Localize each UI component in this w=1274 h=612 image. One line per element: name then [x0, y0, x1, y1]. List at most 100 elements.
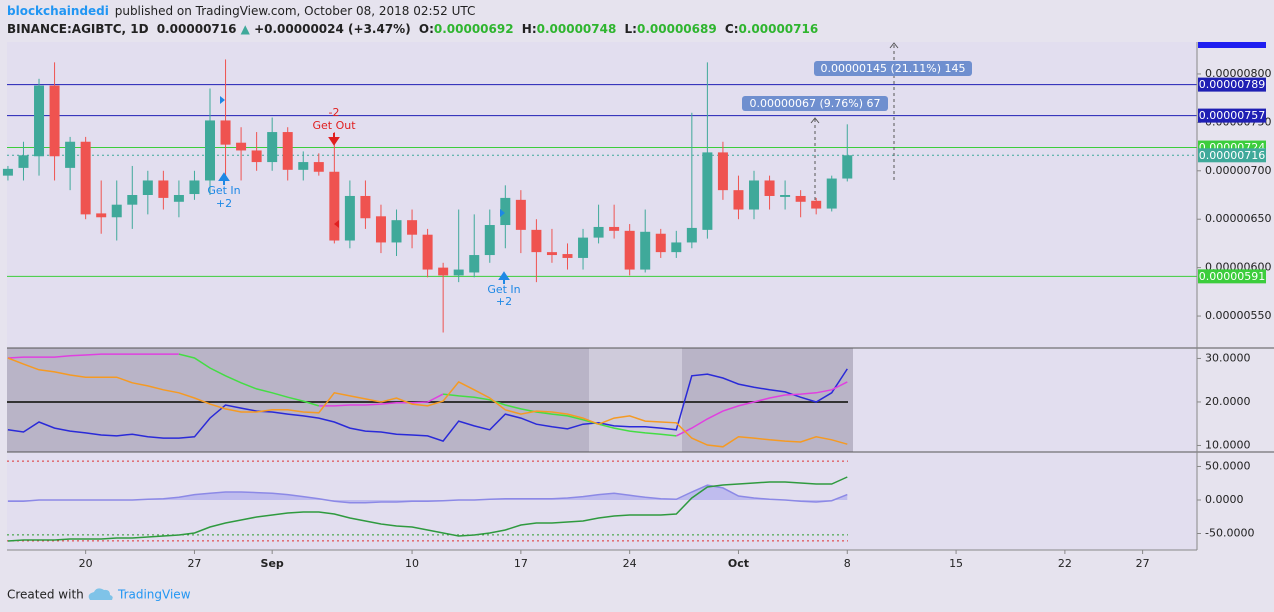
- candle-body: [453, 269, 464, 276]
- low-label: L:: [625, 22, 637, 36]
- candle-body: [313, 162, 324, 172]
- price-tag: [1198, 77, 1266, 92]
- candle-body: [764, 180, 775, 196]
- sell-arrow: [328, 133, 340, 146]
- x-tick-label: 24: [623, 557, 637, 570]
- candle-body: [407, 220, 418, 235]
- price-tag-label: 0.00000591: [1199, 270, 1265, 283]
- candle-body: [671, 242, 682, 253]
- candle-body: [562, 254, 573, 258]
- marker: [220, 96, 225, 104]
- x-tick-label: 8: [844, 557, 851, 570]
- candle-body: [204, 120, 215, 181]
- symbol-line: BINANCE:AGIBTC, 1D 0.00000716 ▲ +0.00000…: [7, 22, 818, 36]
- price-tag-label: 0.00000789: [1199, 78, 1265, 91]
- author: blockchaindedi: [7, 4, 109, 18]
- candle-body: [640, 231, 651, 270]
- footer-brand[interactable]: TradingView: [117, 588, 191, 602]
- series-line: [178, 353, 677, 437]
- series-line: [7, 476, 848, 542]
- candle-body: [842, 155, 853, 179]
- candle-body: [609, 226, 620, 231]
- series-line: [7, 368, 848, 442]
- measure-arrow: [889, 42, 899, 49]
- brand-logo: [88, 588, 113, 600]
- x-tick-label: 22: [1058, 557, 1072, 570]
- y-tick-label: 30.0000: [1205, 351, 1251, 364]
- x-tick-label: 10: [405, 557, 419, 570]
- candle-body: [624, 230, 635, 270]
- highlight-region: [589, 348, 682, 452]
- candle-body: [686, 227, 697, 243]
- signal-quantity: +2: [496, 295, 512, 308]
- measure-label: 0.00000067 (9.76%) 67: [749, 97, 880, 110]
- y-tick-label: 0.00000550: [1205, 309, 1271, 322]
- candle-body: [360, 195, 371, 219]
- change: +0.00000024 (+3.47%): [254, 22, 411, 36]
- buy-arrow: [498, 271, 510, 284]
- candle-body: [795, 195, 806, 202]
- candle-body: [18, 155, 29, 168]
- high-label: H:: [522, 22, 537, 36]
- candle-body: [96, 213, 107, 218]
- signal-label: Get In: [207, 184, 240, 197]
- series-line: [7, 357, 848, 448]
- candle-body: [65, 141, 76, 168]
- candle-body: [515, 199, 526, 230]
- candle-body: [469, 255, 480, 273]
- open-value: 0.00000692: [434, 22, 514, 36]
- candle-body: [34, 85, 45, 157]
- candle-body: [438, 267, 449, 276]
- candle-body: [189, 180, 200, 195]
- candle-body: [826, 178, 837, 209]
- footer-created: Created with: [7, 588, 84, 602]
- signal-quantity: -2: [329, 106, 340, 119]
- y-tick-label: 10.0000: [1205, 438, 1251, 451]
- candle-body: [484, 225, 495, 256]
- x-tick-label: 15: [949, 557, 963, 570]
- candle-body: [811, 200, 822, 209]
- candle-body: [2, 168, 13, 176]
- candle-body: [702, 152, 713, 230]
- candle-body: [780, 195, 791, 197]
- x-tick-label: 17: [514, 557, 528, 570]
- price: 0.00000716: [157, 22, 237, 36]
- candle-body: [500, 197, 511, 226]
- series-line: [7, 353, 848, 437]
- candle-body: [531, 229, 542, 253]
- candle-body: [127, 195, 138, 205]
- candle-body: [236, 142, 247, 151]
- candle-body: [49, 85, 60, 157]
- y-tick-label: 0.00000800: [1205, 67, 1271, 80]
- candle-body: [391, 220, 402, 243]
- measure-arrow: [810, 117, 820, 124]
- candle-body: [749, 180, 760, 210]
- measure-label-box: [742, 96, 888, 111]
- x-tick-label: Sep: [261, 557, 284, 570]
- open-label: O:: [419, 22, 434, 36]
- signal-label: Get Out: [312, 119, 356, 132]
- close-value: 0.00000716: [739, 22, 819, 36]
- candle-body: [578, 237, 589, 258]
- low-value: 0.00000689: [637, 22, 717, 36]
- candle-body: [733, 190, 744, 210]
- candle-body: [158, 180, 169, 198]
- y-tick-label: 50.0000: [1205, 459, 1251, 472]
- y-tick-label: 20.0000: [1205, 395, 1251, 408]
- marker: [500, 209, 505, 217]
- price-tag-label: 0.00000716: [1199, 149, 1265, 162]
- candle-body: [422, 234, 433, 270]
- x-tick-label: 27: [187, 557, 201, 570]
- symbol: BINANCE:AGIBTC, 1D: [7, 22, 149, 36]
- y-tick-label: 0.0000: [1205, 493, 1244, 506]
- candle-body: [142, 180, 153, 195]
- measure-label: 0.00000145 (21.11%) 145: [821, 62, 966, 75]
- series-line: [7, 484, 848, 504]
- plot-background: [7, 42, 1197, 550]
- signal-label: Get In: [487, 283, 520, 296]
- high-value: 0.00000748: [537, 22, 617, 36]
- area: [7, 485, 848, 503]
- header-line: blockchaindedi published on TradingView.…: [7, 4, 475, 18]
- x-tick-label: Oct: [728, 557, 749, 570]
